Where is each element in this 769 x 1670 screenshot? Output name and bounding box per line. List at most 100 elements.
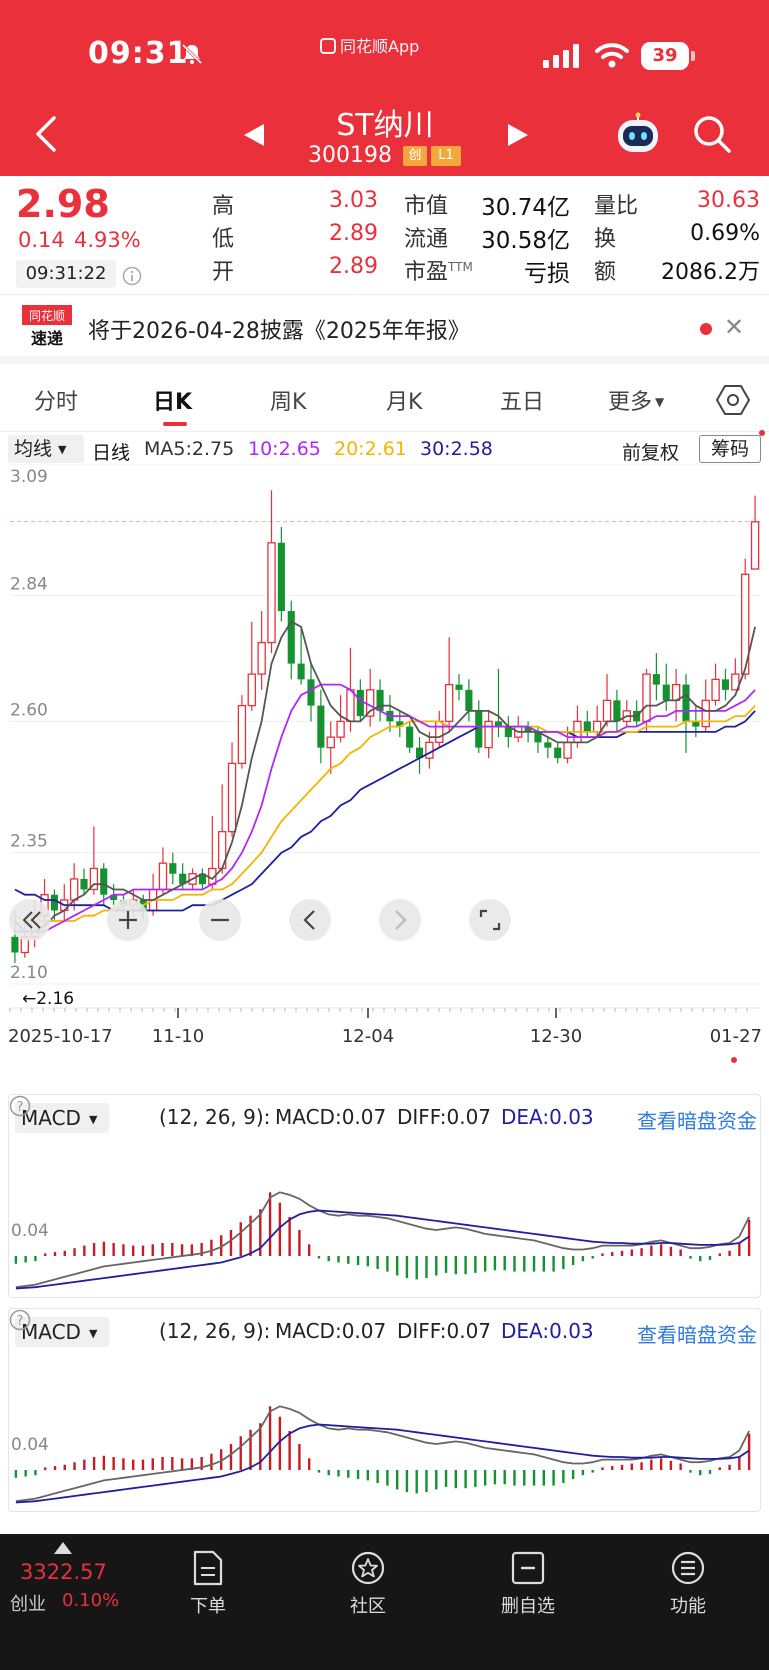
candle-body [750,521,760,570]
candle-body [652,674,660,685]
macd-tick-label: 0.04 [11,1435,49,1455]
nav-order-label: 下单 [190,1596,226,1617]
index-value[interactable]: 3322.57 [20,1560,107,1584]
candle-body [682,684,690,722]
control-bg [469,899,511,941]
candle-body [435,720,444,744]
tab-more-label: 更多 [608,390,653,415]
candle-body [80,878,88,890]
candle-body [731,673,740,691]
dea-value: DEA:0.03 [501,1319,594,1343]
nav-community-button[interactable]: 社区 [328,1542,408,1622]
stock-code: 300198 [308,143,392,168]
ma30-line [14,710,756,912]
x-tick-label: 12-30 [530,1026,582,1047]
candle-body [277,542,285,612]
app-indicator: 同花顺App [320,33,419,57]
order-document-icon [193,1550,223,1586]
macd-value: MACD:0.07 [275,1319,387,1343]
open-label: 开 [212,260,235,285]
remove-watchlist-icon [511,1551,545,1585]
candle-body [227,762,237,833]
tab-five-day[interactable]: 五日 [500,390,545,415]
candle-body [396,721,404,727]
tab-weekly-k[interactable]: 周K [270,390,307,415]
macd-selector[interactable]: MACD ▼ [15,1317,109,1347]
macd-value: MACD:0.07 [275,1105,387,1129]
search-icon[interactable] [692,114,732,154]
help-icon[interactable]: ? [9,1309,31,1331]
candle-body [465,689,473,711]
help-icon[interactable]: ? [9,1095,31,1117]
tab-monthly-k[interactable]: 月K [386,390,423,415]
status-time: 09:31 [88,36,189,71]
chevron-left-icon[interactable] [289,899,331,941]
active-tab-indicator [163,422,187,426]
candle [573,705,582,748]
macd-params: (12, 26, 9): [159,1319,271,1343]
tab-more[interactable]: 更多 ▼ [608,384,664,416]
ma-selector[interactable]: 均线 ▼ [8,435,84,463]
candle [148,873,158,916]
caret-down-icon: ▼ [88,1327,98,1340]
candlestick-chart[interactable]: 3.09 2.84 2.60 2.35 2.10 3.03→ ←2.16 2025-10-17… [0,464,769,1074]
collapse-icon[interactable] [9,899,51,941]
candle [544,737,552,759]
candle-body [237,704,247,765]
zoom-out-icon[interactable] [199,899,241,941]
candle [336,695,345,743]
dark-pool-link[interactable]: 查看暗盘资金 [637,1323,757,1347]
nav-remove-watchlist-button[interactable]: 删自选 [488,1542,568,1622]
nav-order-button[interactable]: 下单 [168,1542,248,1622]
prev-stock-icon[interactable] [244,124,264,146]
candle [376,679,384,722]
candle [682,674,690,753]
low-label: 低 [212,227,235,252]
open-value: 2.89 [329,254,378,279]
candle-body [602,699,612,723]
nav-functions-button[interactable]: 功能 [648,1542,728,1622]
macd-selector[interactable]: MACD ▼ [15,1103,109,1133]
back-arrow-icon[interactable] [34,114,58,154]
candle-body [179,873,187,885]
y-tick-label: 2.84 [10,574,48,594]
candle-body [554,747,562,759]
bell-muted-icon [181,43,203,65]
info-icon[interactable] [122,266,142,286]
adjust-mode[interactable]: 前复权 [622,442,680,464]
candle-body [100,868,108,895]
candle [622,700,631,727]
ma10-value: 10:2.65 [248,438,321,460]
close-icon[interactable]: ✕ [724,313,745,341]
candle-body [544,742,552,748]
tab-daily-k[interactable]: 日K [153,390,193,415]
candle [198,868,206,890]
chips-button[interactable]: 筹码 [699,435,761,463]
control-glyph [30,911,41,929]
candle-body [267,542,276,644]
community-star-icon [351,1551,385,1585]
x-tick-label: 12-04 [342,1026,394,1047]
next-stock-icon[interactable] [508,124,528,146]
tab-intraday[interactable]: 分时 [34,390,79,415]
bottom-nav: 3322.57 创业 0.10% 下单 社区 删自选 [0,1534,769,1670]
dea-line [15,1423,750,1504]
zoom-in-icon[interactable] [107,899,149,941]
dea-value: DEA:0.03 [501,1105,594,1129]
candle [740,558,750,680]
ma20-line [14,704,756,922]
candle [267,490,276,654]
chevron-right-icon[interactable] [379,899,421,941]
robot-assistant-icon[interactable] [614,112,662,156]
candle-body [297,663,305,680]
logo-top-text: 同花顺 [29,308,65,323]
dark-pool-link[interactable]: 查看暗盘资金 [637,1109,757,1133]
high-label: 高 [212,194,235,219]
fullscreen-icon[interactable] [469,899,511,941]
candle-body [415,747,424,759]
announcement-banner[interactable]: 同花顺 速递 将于2026-04-28披露《2025年年报》 ✕ [0,294,769,364]
candle-body [475,710,483,748]
candle-body [307,679,315,706]
settings-hexagon-icon[interactable] [716,384,750,416]
diff-value: DIFF:0.07 [397,1319,492,1343]
